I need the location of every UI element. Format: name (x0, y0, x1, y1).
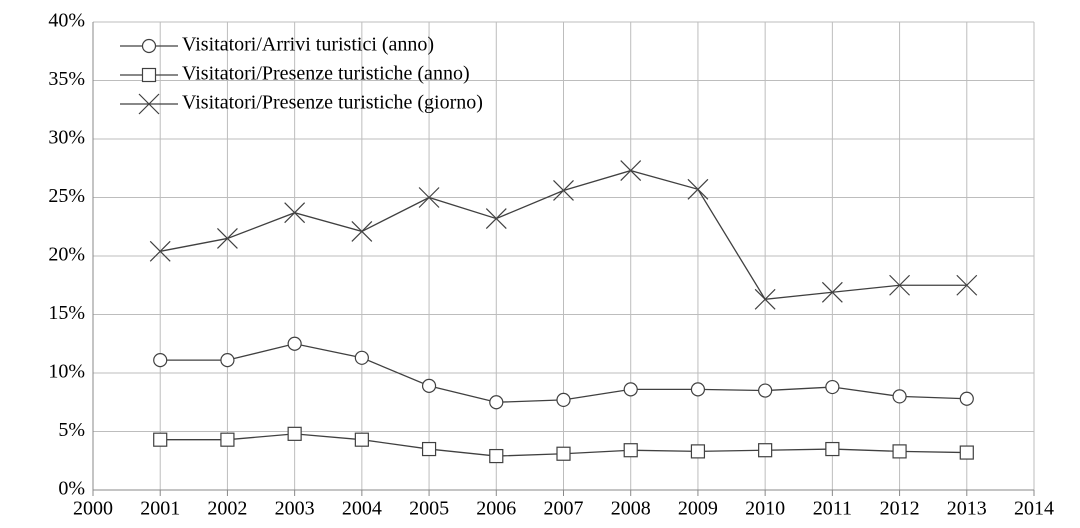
marker (220, 353, 235, 368)
marker (141, 38, 157, 54)
marker (153, 353, 168, 368)
marker (217, 228, 238, 249)
marker (556, 446, 571, 461)
legend-label: Visitatori/Presenze turistiche (anno) (182, 63, 470, 85)
y-tick-label: 15% (48, 302, 85, 324)
y-tick-label: 20% (48, 244, 85, 266)
x-tick-label: 2001 (140, 498, 180, 520)
marker (354, 432, 369, 447)
marker (287, 336, 302, 351)
marker (141, 67, 157, 83)
x-tick-label: 2008 (611, 498, 651, 520)
y-tick-label: 35% (48, 68, 85, 90)
marker (959, 391, 974, 406)
y-tick-label: 25% (48, 185, 85, 207)
x-tick-label: 2004 (342, 498, 382, 520)
y-tick-label: 40% (48, 10, 85, 32)
marker (623, 443, 638, 458)
x-tick-label: 2005 (409, 498, 449, 520)
x-tick-label: 2013 (947, 498, 987, 520)
marker (418, 187, 440, 208)
marker (556, 392, 571, 408)
marker (758, 443, 773, 458)
y-tick-label: 0% (58, 478, 85, 500)
marker (284, 202, 306, 224)
marker (754, 288, 776, 310)
marker (623, 382, 638, 397)
marker (153, 432, 168, 447)
marker (959, 445, 974, 460)
marker (489, 395, 504, 410)
x-tick-label: 2000 (73, 498, 113, 520)
legend-label: Visitatori/Presenze turistiche (giorno) (182, 92, 483, 114)
marker (553, 180, 574, 201)
marker (687, 178, 709, 200)
x-tick-label: 2012 (880, 498, 920, 520)
x-tick-label: 2011 (813, 498, 852, 520)
x-tick-label: 2007 (544, 498, 584, 520)
marker (690, 382, 706, 397)
marker (758, 383, 773, 398)
marker (220, 432, 235, 447)
marker (489, 448, 504, 464)
x-tick-label: 2002 (207, 498, 247, 520)
x-tick-label: 2003 (275, 498, 315, 520)
marker (892, 389, 907, 404)
marker (956, 274, 978, 296)
marker (825, 379, 840, 395)
marker (351, 221, 373, 242)
marker (821, 281, 843, 303)
marker (421, 441, 437, 457)
marker (892, 444, 907, 459)
marker (485, 208, 507, 229)
x-tick-label: 2014 (1014, 498, 1054, 520)
marker (889, 274, 910, 296)
x-tick-label: 2009 (678, 498, 718, 520)
marker (354, 350, 369, 365)
marker (690, 444, 706, 459)
y-tick-label: 5% (58, 419, 85, 441)
marker (138, 93, 160, 115)
x-tick-label: 2006 (476, 498, 516, 520)
y-tick-label: 30% (48, 127, 85, 149)
legend-label: Visitatori/Arrivi turistici (anno) (182, 34, 434, 56)
marker (825, 441, 840, 457)
x-tick-label: 2010 (745, 498, 785, 520)
marker (287, 426, 302, 441)
marker (620, 160, 642, 182)
y-tick-label: 10% (48, 361, 85, 383)
marker (149, 240, 171, 262)
marker (421, 378, 437, 393)
